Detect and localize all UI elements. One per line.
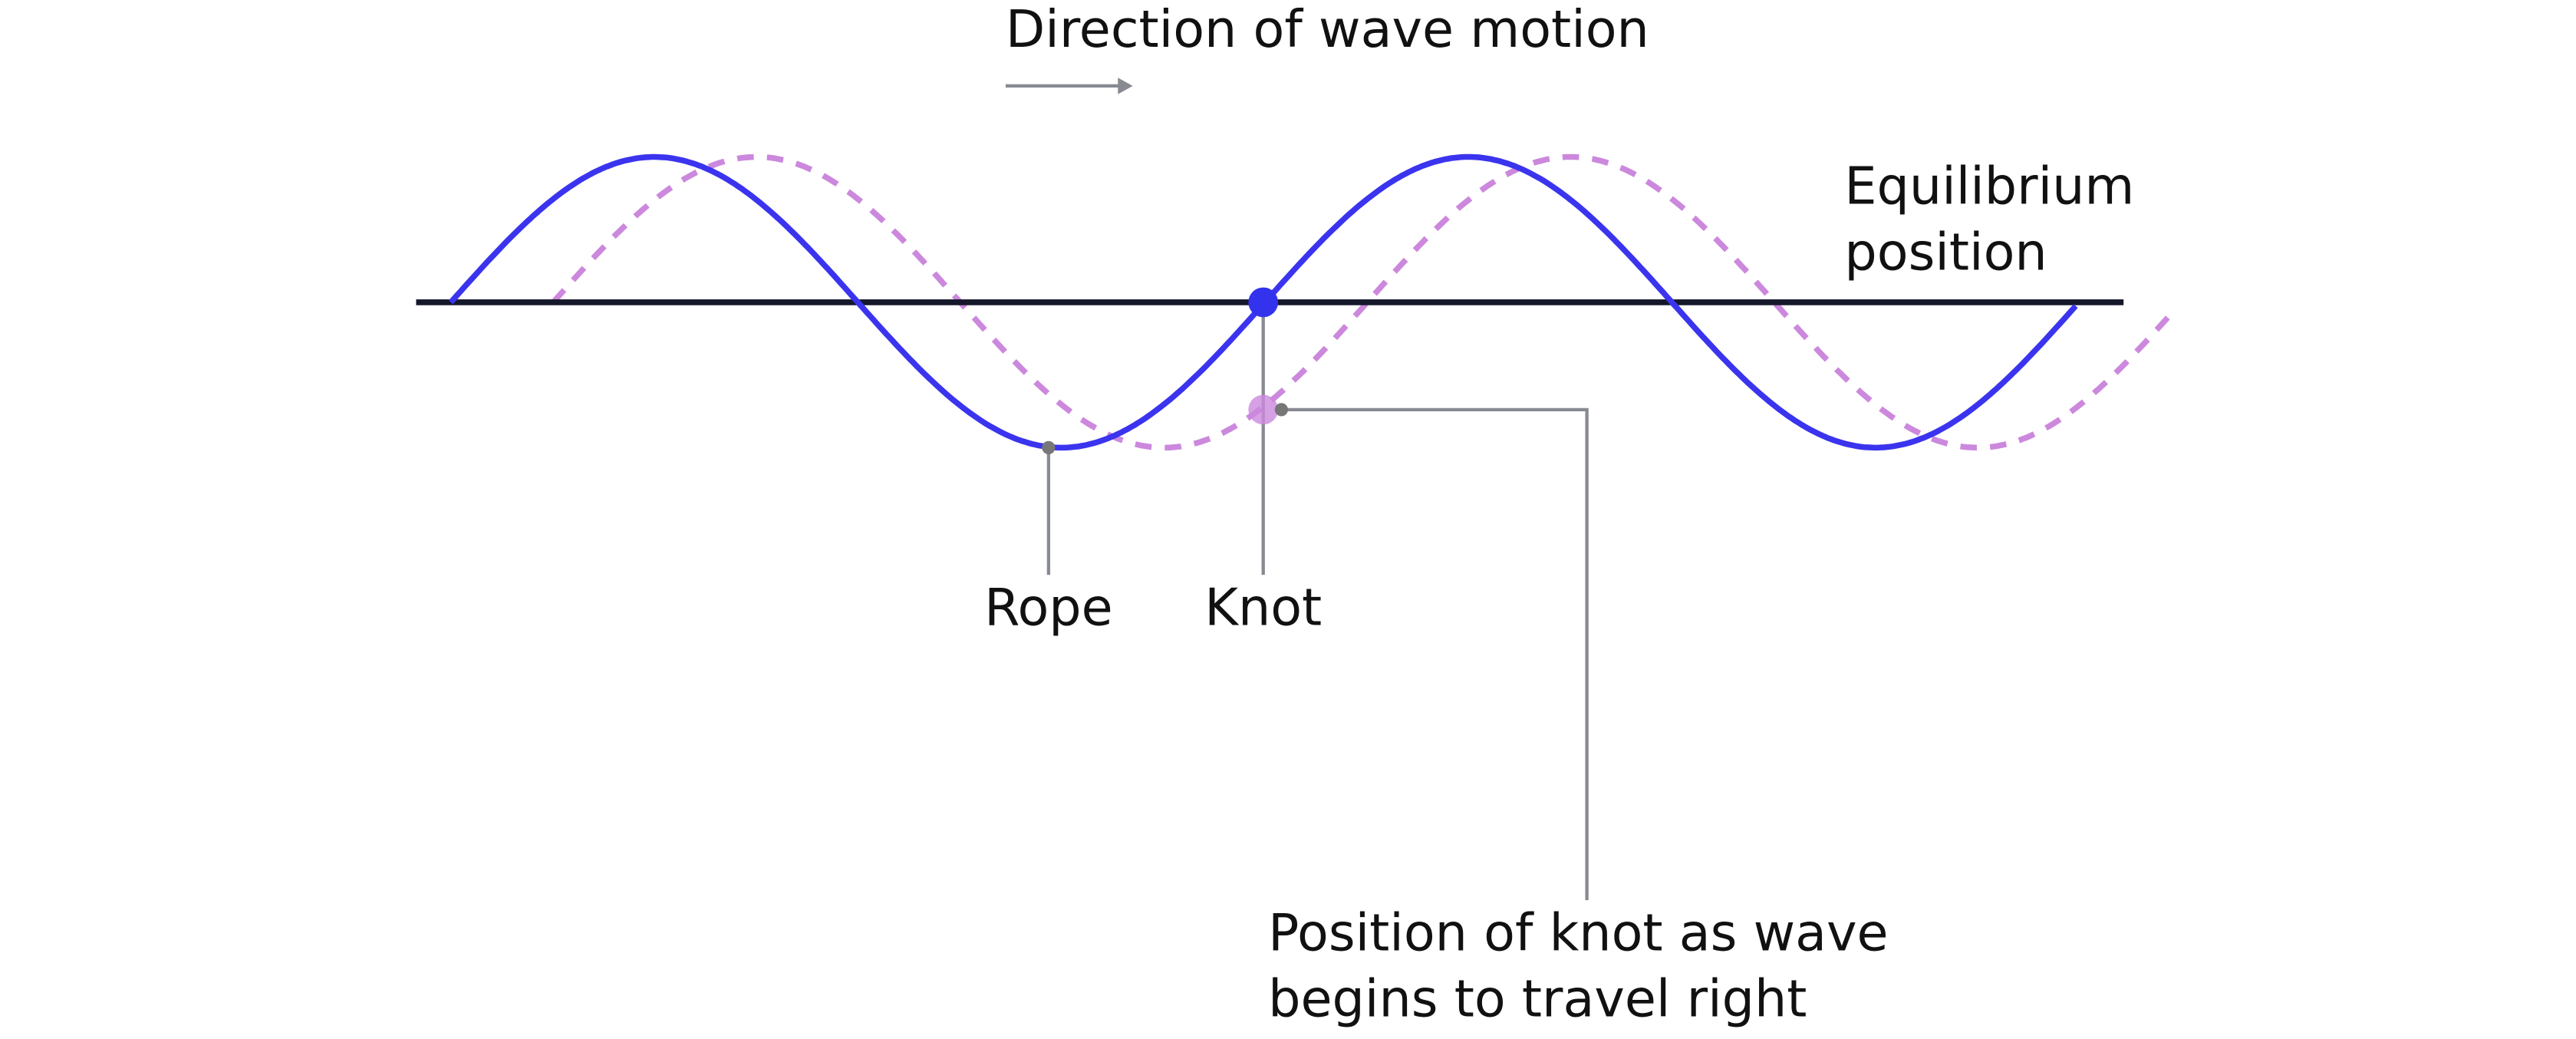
shifted-wave xyxy=(551,153,2177,451)
knot-position-label: Position of knot as wave xyxy=(1268,903,1888,963)
knot-position-label: begins to travel right xyxy=(1268,969,1807,1029)
knot xyxy=(1248,287,1279,318)
rope-label: Rope xyxy=(984,578,1113,638)
leader-dot xyxy=(1042,440,1056,454)
equilibrium-label: Equilibrium xyxy=(1844,157,2134,216)
arrow-head xyxy=(1118,78,1133,94)
title: Direction of wave motion xyxy=(1006,0,1649,59)
equilibrium-label: position xyxy=(1844,223,2047,282)
knot-shifted xyxy=(1248,394,1279,425)
leader-dot xyxy=(1274,403,1288,417)
knot-label: Knot xyxy=(1204,578,1322,638)
knot-position-leader xyxy=(1281,407,1589,901)
